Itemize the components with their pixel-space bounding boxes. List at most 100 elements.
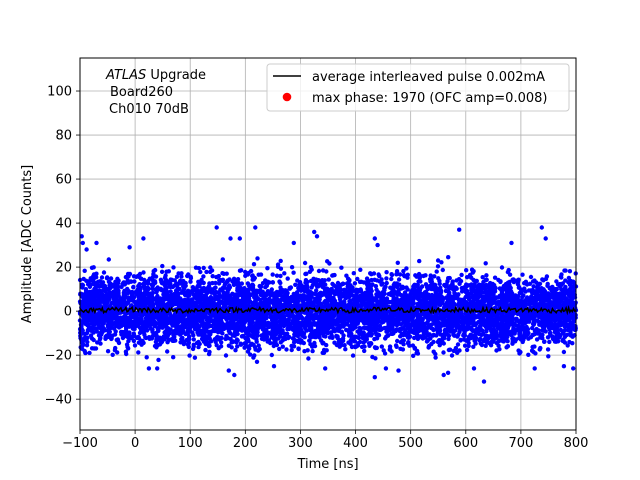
scatter-point (484, 273, 489, 278)
scatter-point (435, 327, 440, 332)
scatter-point (483, 261, 488, 266)
scatter-point (462, 328, 467, 334)
scatter-point (115, 276, 120, 281)
scatter-point (151, 281, 156, 286)
scatter-point (269, 287, 274, 292)
scatter-point (459, 289, 465, 294)
scatter-point (320, 268, 326, 273)
scatter-point (520, 334, 526, 339)
scatter-point (104, 276, 110, 281)
scatter-point (289, 265, 295, 270)
scatter-point (278, 258, 283, 264)
scatter-point (384, 270, 389, 275)
scatter-point (81, 315, 87, 320)
scatter-point (112, 332, 118, 337)
scatter-point (395, 260, 400, 265)
scatter-point (464, 282, 469, 287)
scatter-point (160, 263, 165, 269)
scatter-point (565, 343, 570, 348)
scatter-point (149, 336, 155, 341)
scatter-point (256, 343, 261, 348)
scatter-point (306, 300, 311, 305)
scatter-point (510, 277, 515, 282)
scatter-point (361, 330, 366, 336)
scatter-point (528, 274, 534, 280)
scatter-point (327, 261, 332, 266)
scatter-point (368, 271, 373, 276)
scatter-point (235, 344, 240, 349)
scatter-point (352, 334, 357, 339)
scatter-point (234, 337, 240, 342)
scatter-point (355, 276, 360, 282)
scatter-point (488, 327, 493, 332)
scatter-point (336, 314, 341, 320)
scatter-point (201, 274, 206, 279)
scatter-point (389, 272, 394, 277)
scatter-point (137, 271, 143, 277)
scatter-point (222, 281, 228, 287)
scatter-point (478, 341, 483, 346)
scatter-point (503, 333, 509, 339)
scatter-point (84, 343, 90, 348)
scatter-point (314, 288, 319, 293)
scatter-point (171, 355, 176, 360)
scatter-point (97, 337, 103, 342)
scatter-point (252, 353, 257, 358)
scatter-point (289, 303, 294, 309)
scatter-point (154, 345, 159, 350)
scatter-point (266, 338, 272, 343)
scatter-point (89, 265, 95, 270)
scatter-point (147, 276, 152, 281)
scatter-point (449, 353, 455, 358)
scatter-point (330, 281, 335, 287)
scatter-point (110, 352, 115, 357)
scatter-point (334, 333, 339, 339)
scatter-point (310, 348, 315, 354)
scatter-point (447, 275, 452, 281)
scatter-point (285, 276, 290, 281)
scatter-point (192, 355, 198, 360)
scatter-point (441, 350, 446, 355)
scatter-point (442, 282, 447, 288)
scatter-point (341, 333, 346, 338)
scatter-point (572, 301, 578, 306)
scatter-point (469, 282, 474, 287)
scatter-point (239, 268, 244, 273)
scatter-point (362, 348, 367, 354)
scatter-point (277, 346, 282, 352)
scatter-point (372, 336, 377, 342)
scatter-point (434, 269, 439, 274)
scatter-point (451, 348, 456, 354)
scatter-point (156, 357, 161, 363)
scatter-point (270, 272, 275, 277)
scatter-point (89, 302, 94, 307)
scatter-point (572, 288, 577, 293)
scatter-point (206, 283, 212, 289)
scatter-point (254, 339, 259, 344)
scatter-point (89, 336, 95, 341)
scatter-point (431, 327, 436, 333)
scatter-point (346, 330, 352, 335)
scatter-point (190, 346, 196, 352)
scatter-point (372, 345, 378, 350)
scatter-point (547, 339, 552, 345)
scatter-point (494, 335, 499, 340)
scatter-point (167, 328, 172, 333)
scatter-point (311, 279, 316, 284)
scatter-point (389, 331, 394, 336)
scatter-point (250, 277, 255, 282)
scatter-point (188, 275, 194, 281)
scatter-point (373, 284, 379, 289)
scatter-point (459, 272, 464, 278)
scatter-point (212, 285, 217, 291)
scatter-point (484, 277, 489, 282)
scatter-point (466, 343, 471, 349)
scatter-point (141, 270, 146, 275)
scatter-point (526, 352, 531, 357)
scatter-point (101, 287, 106, 293)
scatter-point (323, 334, 328, 339)
scatter-point (180, 335, 185, 341)
scatter-point (250, 319, 255, 325)
scatter-point (153, 314, 158, 320)
scatter-point (82, 268, 87, 273)
